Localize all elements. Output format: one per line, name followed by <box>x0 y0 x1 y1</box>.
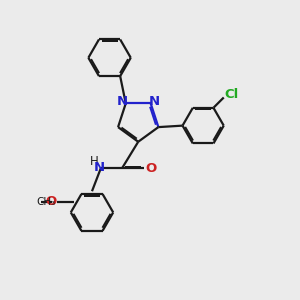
Text: O: O <box>145 162 156 175</box>
Text: H: H <box>90 155 99 168</box>
Text: N: N <box>94 161 105 174</box>
Text: Cl: Cl <box>225 88 239 101</box>
Text: N: N <box>117 94 128 107</box>
Text: CH₃: CH₃ <box>36 197 55 207</box>
Text: O: O <box>45 195 57 208</box>
Text: N: N <box>149 94 160 107</box>
